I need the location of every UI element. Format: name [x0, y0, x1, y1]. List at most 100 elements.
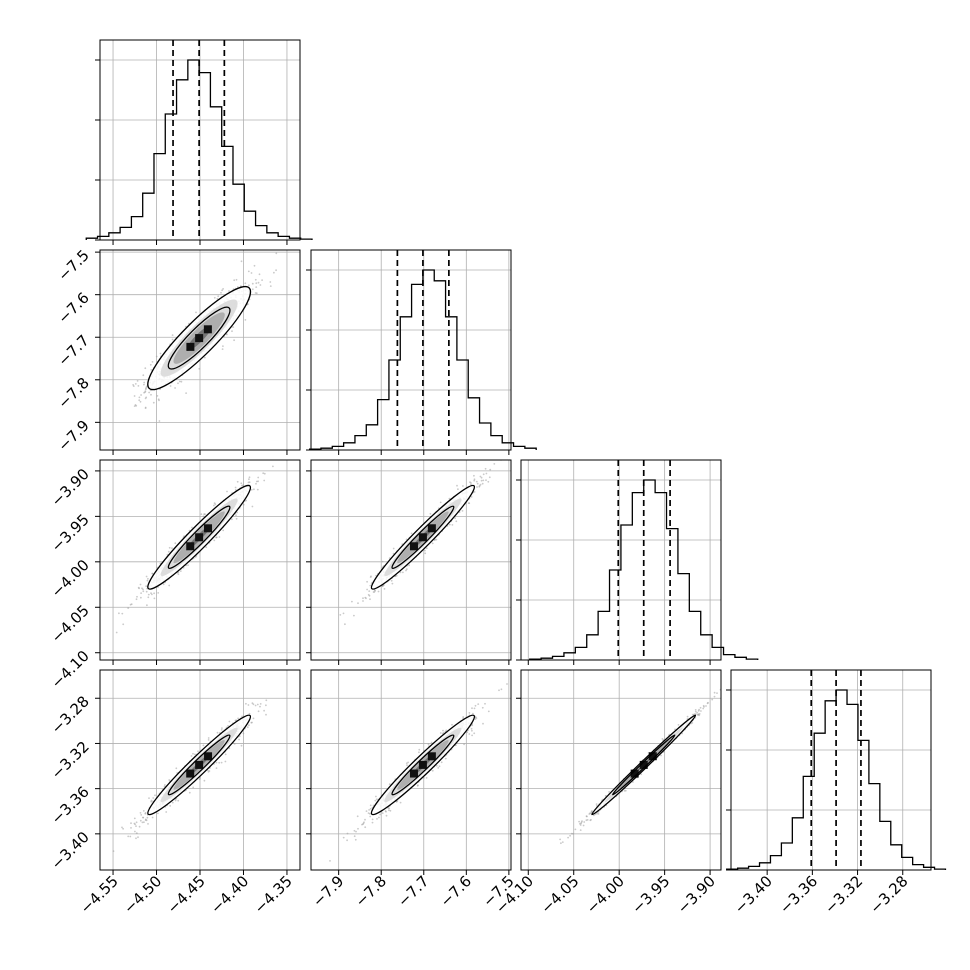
sample-point	[95, 426, 97, 428]
sample-point	[475, 480, 478, 483]
sample-point	[487, 480, 490, 483]
sample-point	[133, 822, 136, 825]
sample-point	[471, 734, 473, 737]
sample-point	[259, 703, 262, 705]
sample-point	[248, 476, 251, 479]
sample-point	[485, 479, 487, 482]
sample-point	[169, 385, 172, 387]
sample-point	[410, 532, 413, 535]
sample-point	[262, 472, 265, 475]
sample-point	[220, 291, 222, 294]
density-peak	[409, 769, 418, 778]
sample-point	[240, 482, 243, 485]
sample-point	[154, 794, 156, 797]
sample-point	[418, 748, 421, 751]
sample-point	[244, 319, 247, 321]
sample-point	[130, 827, 132, 829]
density-peak	[195, 760, 204, 769]
sample-point	[152, 797, 155, 799]
sample-point	[220, 761, 223, 764]
sample-point	[254, 704, 257, 707]
density-peak	[427, 752, 436, 761]
sample-point	[133, 405, 136, 407]
sample-point	[150, 592, 152, 594]
sample-point	[375, 798, 378, 801]
sample-point	[235, 514, 237, 517]
sample-point	[477, 703, 480, 705]
contour-line	[147, 285, 252, 391]
sample-point	[418, 751, 420, 754]
sample-point	[242, 484, 245, 486]
sample-point	[473, 491, 476, 493]
sample-point	[368, 809, 370, 811]
sample-point	[702, 707, 705, 710]
panel-frame	[310, 459, 512, 661]
sample-point	[480, 476, 483, 479]
sample-point	[273, 271, 275, 274]
sample-point	[135, 832, 138, 834]
sample-point	[369, 807, 372, 810]
sample-point	[127, 607, 130, 609]
sample-point	[235, 517, 238, 520]
sample-point	[233, 279, 236, 282]
sample-point	[150, 800, 153, 803]
sample-point	[259, 705, 261, 708]
sample-point	[133, 817, 136, 820]
sample-point	[144, 388, 147, 391]
sample-point	[462, 485, 464, 487]
sample-point	[388, 809, 390, 812]
sample-point	[363, 821, 365, 824]
sample-point	[240, 744, 243, 747]
sample-point	[462, 716, 465, 718]
sample-point	[376, 818, 378, 820]
sample-point	[366, 588, 368, 591]
sample-point	[140, 596, 142, 599]
sample-point	[252, 717, 255, 720]
sample-point	[171, 334, 174, 336]
sample-point	[473, 707, 476, 710]
sample-point	[369, 804, 372, 807]
sample-point	[356, 815, 359, 818]
sample-point	[159, 352, 162, 355]
sample-point	[169, 805, 172, 807]
sample-point	[388, 783, 391, 786]
sample-point	[253, 264, 256, 267]
sample-point	[222, 288, 225, 290]
sample-point	[371, 821, 374, 824]
sample-point	[177, 382, 179, 385]
sample-point	[257, 476, 260, 479]
sample-point	[561, 841, 564, 843]
sample-point	[470, 482, 472, 484]
sample-point	[247, 704, 250, 706]
sample-point	[389, 809, 392, 812]
sample-point	[489, 468, 492, 471]
sample-point	[275, 269, 277, 272]
sample-point	[136, 380, 139, 382]
sample-point	[361, 823, 363, 826]
sample-point	[144, 390, 147, 393]
sample-point	[140, 814, 143, 816]
sample-point	[454, 517, 456, 520]
sample-point	[188, 791, 191, 794]
sample-point	[480, 479, 483, 482]
sample-point	[515, 432, 517, 434]
sample-point	[247, 303, 249, 305]
sample-point	[344, 623, 346, 626]
sample-point	[484, 467, 487, 470]
sample-point	[399, 571, 402, 574]
sample-point	[177, 799, 180, 802]
sample-point	[506, 683, 508, 685]
contour-line	[167, 734, 231, 796]
sample-point	[265, 713, 267, 716]
sample-point	[135, 821, 138, 824]
sample-point	[222, 529, 225, 532]
sample-point	[261, 279, 263, 281]
sample-point	[142, 588, 144, 591]
sample-point	[242, 503, 245, 506]
sample-point	[138, 825, 141, 828]
sample-point	[152, 401, 155, 404]
sample-point	[157, 398, 160, 401]
sample-point	[365, 810, 368, 812]
sample-point	[427, 743, 430, 745]
sample-point	[165, 811, 168, 813]
